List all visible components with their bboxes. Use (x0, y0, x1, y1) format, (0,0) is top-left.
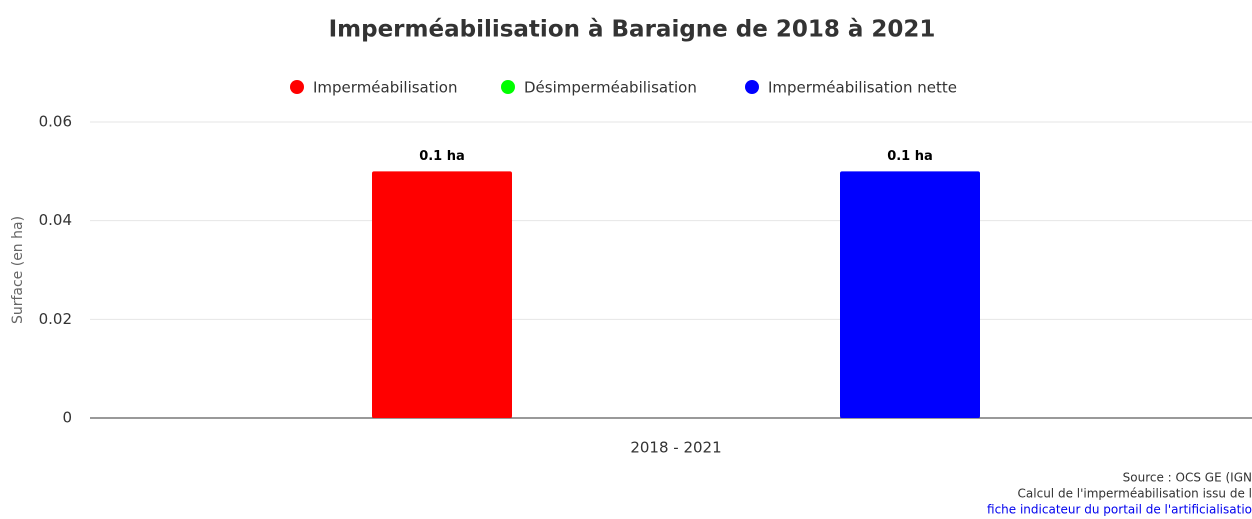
y-tick-label: 0.06 (39, 113, 72, 131)
legend-label: Imperméabilisation nette (768, 79, 957, 97)
credit: Calcul de l'imperméabilisation issu de l (1018, 487, 1252, 501)
legend-marker (745, 80, 759, 94)
credit: Source : OCS GE (IGN (1123, 471, 1252, 485)
legend-marker (501, 80, 515, 94)
y-tick-label: 0.02 (39, 310, 72, 328)
chart-title: Imperméabilisation à Baraigne de 2018 à … (329, 17, 936, 43)
legend-marker (290, 80, 304, 94)
legend-label: Désimperméabilisation (524, 79, 697, 97)
y-axis-label: Surface (en ha) (10, 216, 26, 324)
y-tick-label: 0.04 (39, 211, 72, 229)
y-tick-label: 0 (62, 409, 72, 427)
x-tick-label: 2018 - 2021 (630, 439, 721, 457)
data-label: 0.1 ha (887, 149, 933, 164)
data-label: 0.1 ha (419, 149, 465, 164)
bar (372, 171, 512, 418)
bar (840, 171, 980, 418)
legend-label: Imperméabilisation (313, 79, 458, 97)
credit-link[interactable]: fiche indicateur du portail de l'artific… (987, 503, 1252, 517)
